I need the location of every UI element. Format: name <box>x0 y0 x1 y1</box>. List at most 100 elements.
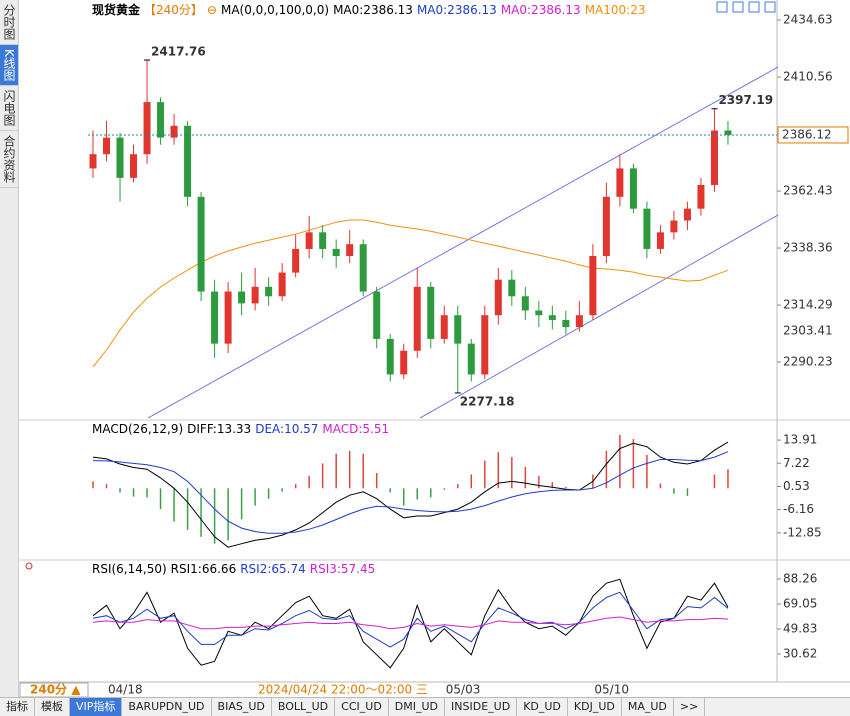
candle-body <box>494 279 502 316</box>
y-tick-label: 7.22 <box>783 456 810 470</box>
candle-body <box>170 125 178 138</box>
legend-item: MACD:5.51 <box>322 422 389 436</box>
rsi-line <box>92 591 729 648</box>
candle-body <box>359 244 367 292</box>
y-tick-label: -12.85 <box>783 525 822 539</box>
candle-body <box>508 279 516 297</box>
tab[interactable]: VIP指标 <box>70 698 123 716</box>
legend-item: DIFF:13.33 <box>187 422 251 436</box>
price-box <box>777 126 849 144</box>
candle-body <box>683 208 691 221</box>
y-tick-label: 2338.36 <box>783 241 833 255</box>
channel-line <box>147 66 779 419</box>
y-tick-label: 13.91 <box>783 433 817 447</box>
legend-item: DEA:10.57 <box>255 422 318 436</box>
settings-icon[interactable] <box>25 562 33 570</box>
toolbar-button[interactable]: 分时图 <box>0 0 18 45</box>
candle-body <box>143 102 151 155</box>
candle-body <box>332 248 340 257</box>
price-label: 2386.12 <box>782 127 832 141</box>
window-icons[interactable] <box>716 1 776 13</box>
tab[interactable]: 指标 <box>0 698 35 716</box>
legend-item: RSI2:65.74 <box>240 562 306 576</box>
candle-body <box>616 168 624 197</box>
candle-body <box>265 286 273 297</box>
candle-body <box>427 286 435 339</box>
y-tick-label: 2434.63 <box>783 13 833 27</box>
icon[interactable] <box>716 1 728 13</box>
tab-bar: 指标 模板 VIP指标 BARUPDN_UD BIAS_UD BOLL_UD CCI_UD D… <box>0 697 850 716</box>
candle-body <box>562 319 570 328</box>
high-label: 2417.76 <box>151 45 206 59</box>
candle-body <box>130 154 138 178</box>
toolbar: 分时图 K线图 闪电图 合约资料 <box>0 0 19 697</box>
tab[interactable]: BARUPDN_UD <box>122 698 212 716</box>
tab[interactable]: 模板 <box>35 698 70 716</box>
y-tick-label: 0.53 <box>783 479 810 493</box>
legend: 现货黄金 【240分】 ⊖ MA(0,0,0,100,0,0) MA0:2386.13 M… <box>92 2 645 17</box>
candle-body <box>400 350 408 375</box>
tab[interactable]: KD_UD <box>517 698 568 716</box>
candle-body <box>548 315 556 320</box>
legend-item: 【240分】 <box>144 3 203 17</box>
tab[interactable]: DMI_UD <box>389 698 446 716</box>
period-box[interactable] <box>19 682 89 697</box>
icon[interactable] <box>748 1 760 13</box>
macd-line <box>92 451 729 534</box>
tab[interactable]: CCI_UD <box>335 698 389 716</box>
tab[interactable]: BOLL_UD <box>272 698 336 716</box>
candle-body <box>440 315 448 339</box>
icon[interactable] <box>764 1 776 13</box>
candle-body <box>319 232 327 249</box>
candle-body <box>305 232 313 249</box>
y-tick-label: 49.83 <box>783 621 817 635</box>
candle-body <box>224 291 232 344</box>
legend-item: MACD(26,12,9) <box>92 422 183 436</box>
candle-body <box>521 296 529 311</box>
toolbar-button[interactable]: 闪电图 <box>0 86 18 131</box>
candle-body <box>575 315 583 328</box>
candle-body <box>251 286 259 304</box>
candle-body <box>373 291 381 339</box>
y-tick-label: -6.16 <box>783 502 814 516</box>
tab[interactable]: INSIDE_UD <box>445 698 518 716</box>
toolbar-button[interactable]: K线图 <box>0 45 18 86</box>
candle-body <box>278 272 286 297</box>
candle-body <box>292 248 300 273</box>
legend: MACD(26,12,9) DIFF:13.33 DEA:10.57 MACD:5.5… <box>92 422 389 436</box>
legend-item: MA0:2386.13 <box>501 3 581 17</box>
tab[interactable]: BIAS_UD <box>212 698 272 716</box>
x-tick-label: 05/10 <box>594 683 629 697</box>
candle-body <box>670 220 678 233</box>
candle-body <box>103 137 111 155</box>
y-tick-label: 88.26 <box>783 571 817 585</box>
y-tick-label: 2314.29 <box>783 298 833 312</box>
period-label[interactable]: 240分 ▲ <box>30 682 81 697</box>
legend-item: MA0:2386.13 <box>417 3 497 17</box>
rsi-line <box>92 578 729 669</box>
candle-body <box>197 196 205 292</box>
candle-body <box>643 208 651 249</box>
candle-body <box>589 256 597 316</box>
y-tick-label: 30.62 <box>783 646 817 660</box>
candle-body <box>467 343 475 375</box>
candle-body <box>413 286 421 351</box>
channel-line <box>419 214 779 419</box>
candle-body <box>211 291 219 344</box>
tab[interactable]: KDJ_UD <box>568 698 622 716</box>
legend-item: MA0:2386.13 <box>333 3 413 17</box>
candle-body <box>116 137 124 178</box>
tab[interactable]: >> <box>674 698 706 716</box>
high-label: 2397.19 <box>718 93 773 107</box>
candle-body <box>535 310 543 316</box>
candle-body <box>710 130 718 185</box>
toolbar-button[interactable]: 合约资料 <box>0 131 18 188</box>
legend: RSI(6,14,50) RSI1:66.66 RSI2:65.74 RSI3:57.… <box>92 562 375 576</box>
legend-item: MA100:23 <box>585 3 646 17</box>
tab[interactable]: MA_UD <box>622 698 674 716</box>
legend-item: MA(0,0,0,100,0,0) <box>221 3 329 17</box>
candle-body <box>629 168 637 209</box>
candle-body <box>697 184 705 209</box>
candle-body <box>386 338 394 375</box>
icon[interactable] <box>732 1 744 13</box>
